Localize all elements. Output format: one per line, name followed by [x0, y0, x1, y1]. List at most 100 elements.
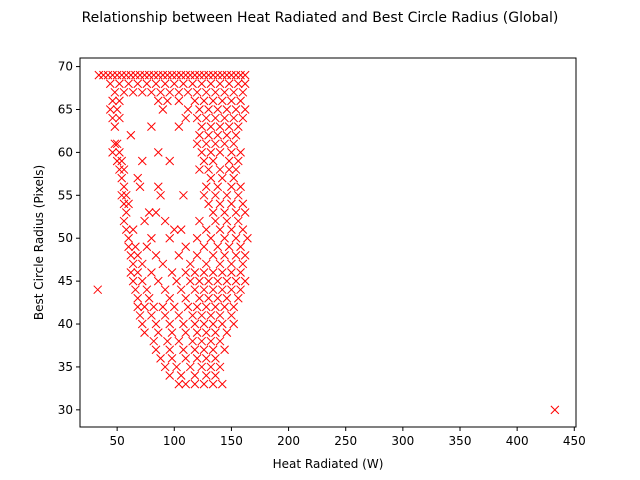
data-point-x-marker: [231, 165, 241, 174]
data-point-x-marker: [183, 105, 193, 114]
data-point-x-marker: [128, 225, 138, 234]
chart-title: Relationship between Heat Radiated and B…: [82, 10, 559, 26]
plot-area-frame: [79, 57, 577, 428]
data-point-x-marker: [183, 302, 193, 312]
data-point-x-marker: [172, 276, 181, 286]
data-point-x-marker: [176, 285, 186, 295]
data-point-x-marker: [160, 362, 170, 372]
data-point-x-marker: [99, 70, 108, 80]
data-point-x-marker: [153, 182, 163, 192]
data-point-x-marker: [231, 233, 241, 243]
data-point-x-marker: [179, 319, 188, 329]
data-point-x-marker: [137, 87, 147, 97]
data-point-x-marker: [103, 70, 113, 80]
data-point-x-marker: [220, 233, 229, 243]
data-point-x-marker: [176, 371, 186, 380]
data-point-x-marker: [158, 105, 168, 114]
data-point-x-marker: [115, 113, 124, 123]
data-point-x-marker: [217, 285, 227, 295]
data-point-x-marker: [181, 379, 191, 389]
data-point-x-marker: [174, 336, 184, 346]
data-point-x-marker: [179, 190, 188, 200]
data-point-x-marker: [160, 79, 170, 89]
data-point-x-marker: [153, 328, 163, 337]
data-point-x-marker: [227, 182, 236, 192]
data-point-x-marker: [204, 293, 213, 303]
data-point-x-marker: [174, 96, 184, 106]
data-point-x-marker: [133, 302, 143, 312]
data-point-x-marker: [208, 319, 218, 329]
data-point-x-marker: [224, 122, 234, 132]
data-point-x-marker: [174, 122, 184, 132]
data-point-x-marker: [188, 79, 197, 89]
data-point-x-marker: [222, 190, 232, 200]
data-point-x-marker: [131, 70, 140, 80]
data-point-x-marker: [151, 208, 161, 217]
data-point-x-marker: [201, 259, 211, 269]
x-tick-label: 350: [449, 434, 472, 448]
data-point-x-marker: [201, 328, 211, 337]
data-point-x-marker: [112, 105, 122, 114]
data-point-x-marker: [236, 268, 245, 277]
data-point-x-marker: [229, 139, 239, 149]
data-point-x-marker: [131, 242, 140, 252]
data-point-x-marker: [124, 79, 133, 89]
data-point-x-marker: [201, 353, 211, 363]
data-point-x-marker: [197, 79, 207, 89]
x-tick-label: 400: [506, 434, 529, 448]
data-point-x-marker: [144, 208, 154, 217]
data-point-x-marker: [131, 285, 140, 295]
data-point-x-marker: [128, 87, 138, 97]
data-point-x-marker: [147, 311, 156, 320]
data-point-x-marker: [179, 79, 188, 89]
data-point-x-marker: [201, 139, 211, 149]
data-point-x-marker: [112, 139, 122, 149]
data-point-x-marker: [165, 233, 175, 243]
data-point-x-marker: [215, 259, 225, 269]
y-tick-label: 65: [58, 102, 73, 116]
data-point-x-marker: [110, 122, 120, 132]
data-point-x-marker: [142, 242, 152, 252]
data-point-x-marker: [215, 122, 225, 132]
data-point-x-marker: [195, 293, 204, 303]
data-point-x-marker: [227, 285, 236, 295]
data-point-x-marker: [199, 345, 209, 355]
data-point-x-marker: [204, 276, 213, 286]
data-point-x-marker: [119, 216, 129, 226]
data-point-x-marker: [211, 353, 220, 363]
data-point-x-marker: [204, 70, 213, 80]
data-point-x-marker: [110, 87, 120, 97]
data-point-x-marker: [213, 130, 223, 140]
data-point-x-marker: [167, 353, 177, 363]
data-point-x-marker: [190, 345, 200, 355]
data-point-x-marker: [199, 319, 209, 329]
y-axis: 30 35 40 45 50 55 60 65 70: [58, 60, 80, 417]
y-tick-label: 60: [58, 145, 73, 159]
data-point-x-marker: [206, 148, 216, 157]
data-point-x-marker: [197, 311, 207, 320]
data-point-x-marker: [151, 319, 161, 329]
data-point-x-marker: [160, 285, 170, 295]
data-point-x-marker: [94, 70, 104, 80]
data-point-x-marker: [238, 199, 248, 209]
data-point-x-marker: [195, 105, 204, 114]
data-point-x-marker: [181, 328, 191, 337]
data-point-x-marker: [208, 70, 218, 80]
data-point-x-marker: [165, 345, 175, 355]
data-point-x-marker: [133, 268, 143, 277]
data-point-x-marker: [213, 105, 223, 114]
data-point-x-marker: [126, 70, 136, 80]
data-point-x-marker: [229, 173, 239, 183]
data-point-x-marker: [165, 371, 175, 380]
data-point-x-marker: [211, 190, 220, 200]
data-point-x-marker: [220, 208, 229, 217]
data-point-x-marker: [199, 285, 209, 295]
data-point-x-marker: [181, 242, 191, 252]
data-point-x-marker: [124, 199, 133, 209]
data-point-x-marker: [236, 96, 245, 106]
data-point-x-marker: [208, 156, 218, 166]
data-point-x-marker: [108, 96, 117, 106]
data-point-x-marker: [163, 336, 172, 346]
data-point-x-marker: [204, 199, 213, 209]
